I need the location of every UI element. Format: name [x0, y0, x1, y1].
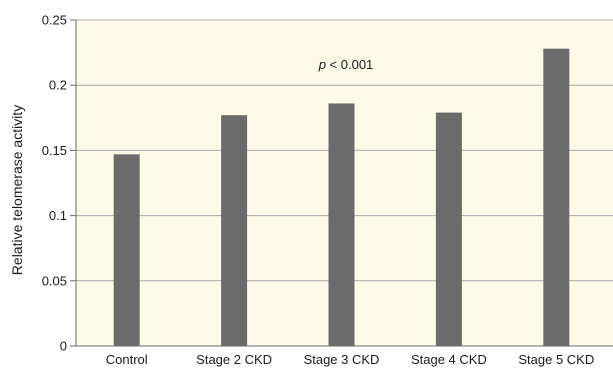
y-tick-labels: 0 0.05 0.1 0.15 0.2 0.25: [42, 13, 67, 354]
p-value-annotation: p < 0.001: [318, 57, 374, 72]
y-tick-label: 0.2: [49, 78, 67, 93]
y-tick-label: 0.15: [42, 143, 67, 158]
x-tick-label: Stage 5 CKD: [518, 352, 594, 367]
bar: [221, 115, 248, 346]
x-tick-label: Stage 3 CKD: [304, 352, 380, 367]
x-tick-label: Control: [106, 352, 148, 367]
bar: [543, 48, 570, 347]
bar: [113, 154, 140, 346]
x-tick-label: Stage 4 CKD: [411, 352, 487, 367]
bars: [113, 48, 570, 347]
axes: [70, 19, 613, 347]
x-tick-label: Stage 2 CKD: [196, 352, 272, 367]
p-symbol: p: [318, 57, 326, 72]
y-tick-label: 0.05: [42, 273, 67, 288]
bar: [435, 112, 462, 346]
y-axis-title: Relative telomerase activity: [9, 105, 25, 275]
x-tick-labels: Control Stage 2 CKD Stage 3 CKD Stage 4 CKD…: [106, 352, 594, 367]
y-tick-label: 0.25: [42, 13, 67, 28]
bar: [328, 103, 355, 347]
y-tick-label: 0: [60, 339, 67, 354]
y-tick-label: 0.1: [49, 208, 67, 223]
p-value-text: < 0.001: [326, 57, 373, 72]
